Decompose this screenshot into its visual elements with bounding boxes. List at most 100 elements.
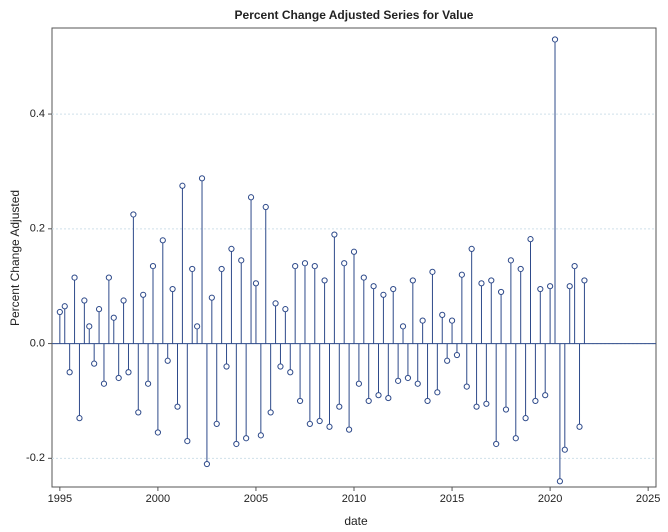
needle [174,343,181,410]
needle [257,343,264,439]
needle-marker [453,351,461,359]
needle-marker [444,357,451,364]
needle [203,343,211,468]
needle-marker [542,392,549,399]
needle [56,308,63,344]
chart-title: Percent Change Adjusted Series for Value [235,8,474,22]
needle-marker [350,248,358,255]
needle [390,285,397,344]
needle-marker [483,400,490,407]
needle-marker [493,440,500,448]
needle-marker [419,317,426,324]
needle-marker [576,423,583,430]
needle [238,257,245,344]
needle [179,182,186,344]
needle [189,265,196,344]
needle-marker [233,440,240,448]
needle-marker [292,263,299,270]
needle [321,277,328,344]
needle-marker [282,306,289,313]
needle-marker [551,36,559,43]
needle [341,260,348,344]
needle-marker [149,263,157,270]
needle-marker [164,357,171,364]
needle-marker [468,245,475,252]
needle [355,343,363,387]
needle [483,343,490,407]
needle [296,343,304,405]
needle-marker [488,277,495,284]
needle-marker [140,291,147,298]
needle [277,343,284,370]
x-tick-label: 2010 [342,493,366,505]
needle [478,280,485,344]
needle-marker [404,374,412,382]
needle [507,257,514,344]
needle [218,265,225,344]
needle-marker [409,277,416,284]
needle-marker [125,369,132,376]
needle-marker [311,263,318,270]
needle [571,263,578,344]
needle [135,343,142,416]
needle-marker [375,392,382,399]
needle [444,343,451,364]
needle [159,237,166,344]
needle-marker [120,297,127,304]
needle [404,343,412,382]
needle [409,277,416,344]
needle-marker [458,271,465,278]
needle-marker [316,417,323,425]
needle [71,274,78,344]
needle [370,283,377,344]
needle-marker [581,277,588,284]
needle [105,274,112,344]
needle [551,36,559,344]
needle [414,343,421,387]
needle-marker [537,285,544,293]
needle-marker [365,397,372,405]
needle [316,343,323,425]
y-tick-label: -0.2 [26,452,45,464]
needle [556,343,564,485]
x-tick-label: 2005 [244,493,268,505]
needle [547,283,554,344]
needle [458,271,465,344]
needle-marker [110,314,117,321]
needle [76,343,83,422]
needle [184,343,191,445]
x-tick-label: 2025 [636,493,660,505]
needle-marker [184,438,191,445]
x-tick-label: 2000 [146,493,170,505]
needle-marker [473,403,480,410]
needle [194,323,201,344]
needle-marker [429,268,436,275]
needle-marker [448,317,456,324]
needle [144,343,152,387]
needle [380,291,387,344]
needle-marker [571,263,578,270]
needle [198,175,206,344]
needle-marker [86,323,93,330]
needle-marker [238,257,245,264]
needle [208,294,215,344]
needle-marker [532,397,539,405]
needle [292,263,299,344]
needle-marker [66,369,73,376]
needle [130,211,137,344]
needle-marker [296,397,304,405]
needle [502,343,510,413]
needle [81,297,88,344]
needle-marker [331,231,338,238]
needle-marker [341,260,348,267]
needle-marker [247,194,255,201]
needle [125,343,132,376]
needle [272,300,279,344]
needle [542,343,549,399]
needle [267,343,274,416]
needle-marker [370,283,377,290]
needle-marker [267,409,274,416]
needle [448,317,456,344]
x-axis-label: date [344,514,368,528]
needle [488,277,495,344]
